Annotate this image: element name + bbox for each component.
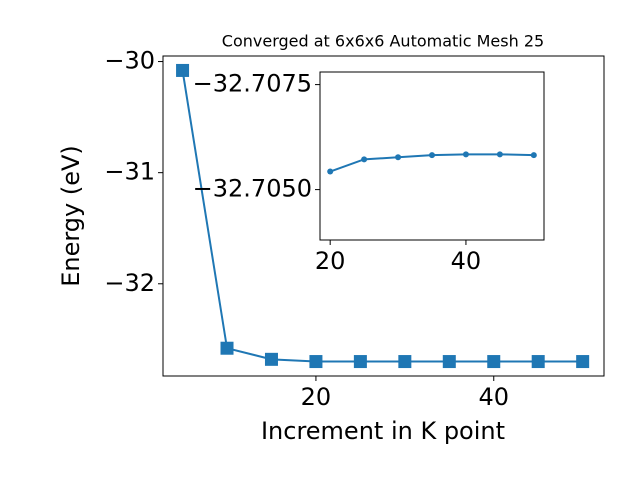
marker [487, 355, 501, 369]
marker [530, 152, 537, 159]
marker [353, 355, 367, 369]
y-axis-label: Energy (eV) [57, 145, 85, 287]
chart-title: Converged at 6x6x6 Automatic Mesh 25 [222, 32, 544, 51]
marker [462, 151, 469, 158]
x-axis-label: Increment in K point [261, 417, 505, 445]
marker [264, 352, 278, 366]
axes-frame [319, 71, 545, 241]
y-tick-label: −31 [104, 158, 155, 186]
y-tick-label: −32 [104, 269, 155, 297]
x-tick-label: 20 [301, 383, 332, 411]
series-line [181, 70, 583, 363]
marker [327, 168, 334, 175]
marker [220, 341, 234, 355]
marker [442, 355, 456, 369]
y-tick-label: −32.7050 [193, 175, 312, 203]
x-tick-label: 40 [478, 383, 509, 411]
marker [309, 355, 323, 369]
marker [395, 154, 402, 161]
y-tick-label: −32.7075 [193, 70, 312, 98]
marker [576, 355, 590, 369]
marker [496, 151, 503, 158]
y-tick-label: −30 [104, 47, 155, 75]
marker [429, 152, 435, 159]
marker [398, 355, 412, 369]
marker [361, 156, 368, 163]
x-tick-label: 40 [451, 247, 482, 275]
marker [531, 355, 545, 369]
axes-frame [162, 55, 605, 377]
x-tick-label: 20 [315, 247, 346, 275]
marker [176, 63, 190, 77]
